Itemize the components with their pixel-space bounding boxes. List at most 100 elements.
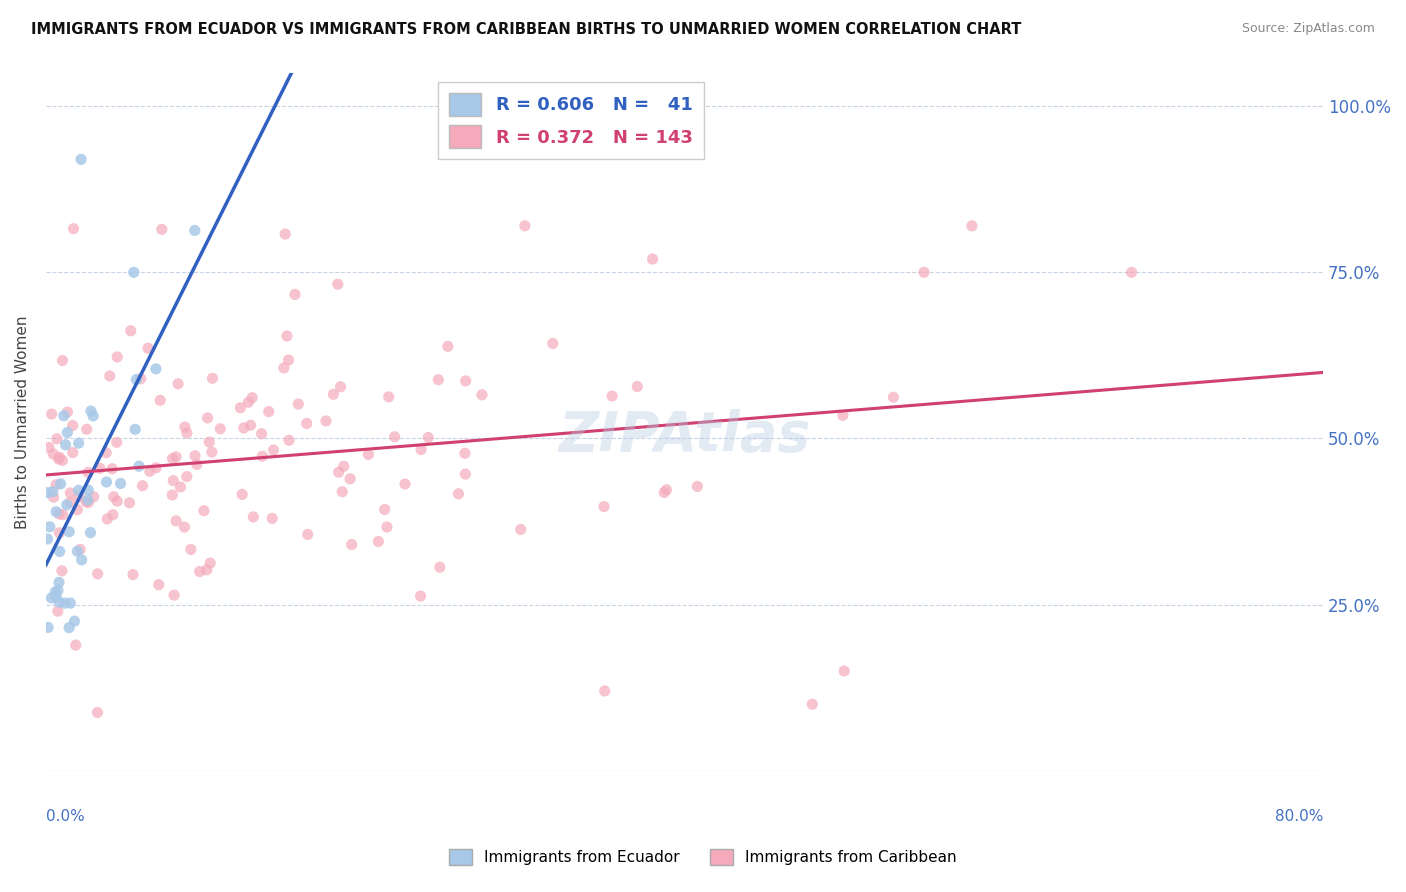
Point bbox=[329, 380, 352, 394]
Point bbox=[165, 514, 187, 528]
Point bbox=[263, 443, 285, 458]
Point bbox=[62, 418, 84, 433]
Point bbox=[262, 511, 284, 525]
Point bbox=[44, 585, 66, 599]
Point bbox=[882, 390, 904, 404]
Point bbox=[42, 447, 65, 461]
Point bbox=[287, 397, 309, 411]
Point bbox=[652, 485, 675, 500]
Point bbox=[86, 566, 108, 581]
Point bbox=[38, 441, 60, 455]
Point bbox=[277, 353, 299, 368]
Point bbox=[197, 410, 219, 425]
Point bbox=[184, 449, 207, 463]
Point bbox=[77, 495, 100, 509]
Point bbox=[56, 425, 79, 440]
Point bbox=[66, 502, 89, 516]
Point bbox=[48, 595, 70, 609]
Point bbox=[45, 589, 67, 603]
Y-axis label: Births to Unmarried Women: Births to Unmarried Women bbox=[15, 315, 30, 529]
Point bbox=[188, 565, 211, 579]
Point bbox=[232, 421, 254, 435]
Point bbox=[173, 420, 195, 434]
Point bbox=[377, 390, 399, 404]
Point bbox=[198, 435, 221, 450]
Point bbox=[209, 422, 232, 436]
Point bbox=[273, 360, 295, 375]
Point bbox=[340, 537, 363, 551]
Point bbox=[48, 525, 70, 540]
Point bbox=[186, 458, 208, 472]
Point bbox=[80, 404, 103, 418]
Point bbox=[162, 451, 184, 466]
Point bbox=[832, 664, 855, 678]
Point bbox=[284, 287, 307, 301]
Point bbox=[176, 469, 198, 483]
Point bbox=[686, 479, 709, 493]
Point bbox=[101, 462, 124, 476]
Point bbox=[98, 369, 121, 384]
Point bbox=[46, 604, 69, 618]
Point bbox=[374, 502, 396, 516]
Point bbox=[82, 409, 104, 423]
Point bbox=[52, 508, 75, 522]
Point bbox=[831, 409, 853, 423]
Point bbox=[55, 438, 77, 452]
Point bbox=[128, 459, 150, 474]
Point bbox=[437, 339, 460, 353]
Point bbox=[48, 575, 70, 590]
Text: 80.0%: 80.0% bbox=[1275, 809, 1323, 824]
Point bbox=[48, 450, 70, 465]
Point bbox=[250, 426, 273, 441]
Point bbox=[201, 445, 224, 459]
Point bbox=[42, 484, 65, 499]
Point bbox=[96, 512, 118, 526]
Text: ZIPAtlas: ZIPAtlas bbox=[558, 409, 811, 463]
Point bbox=[59, 495, 82, 509]
Point bbox=[37, 532, 59, 546]
Point bbox=[42, 490, 65, 504]
Point bbox=[41, 407, 63, 421]
Point bbox=[454, 374, 477, 388]
Point bbox=[56, 405, 79, 419]
Point bbox=[195, 563, 218, 577]
Point bbox=[79, 525, 101, 540]
Legend: R = 0.606   N =   41, R = 0.372   N = 143: R = 0.606 N = 41, R = 0.372 N = 143 bbox=[439, 82, 703, 159]
Point bbox=[45, 477, 67, 491]
Point bbox=[66, 544, 89, 558]
Point bbox=[163, 588, 186, 602]
Point bbox=[149, 393, 172, 408]
Point bbox=[330, 484, 353, 499]
Point bbox=[278, 434, 301, 448]
Point bbox=[252, 449, 274, 463]
Point bbox=[118, 496, 141, 510]
Point bbox=[471, 388, 494, 402]
Point bbox=[62, 221, 84, 235]
Point bbox=[231, 487, 253, 501]
Point bbox=[38, 520, 60, 534]
Point bbox=[150, 222, 173, 236]
Point bbox=[69, 542, 91, 557]
Point bbox=[41, 591, 63, 605]
Point bbox=[51, 353, 73, 368]
Point bbox=[125, 372, 148, 386]
Point bbox=[239, 418, 262, 433]
Point bbox=[184, 223, 207, 237]
Point bbox=[70, 153, 93, 167]
Point bbox=[75, 494, 97, 508]
Text: IMMIGRANTS FROM ECUADOR VS IMMIGRANTS FROM CARIBBEAN BIRTHS TO UNMARRIED WOMEN C: IMMIGRANTS FROM ECUADOR VS IMMIGRANTS FR… bbox=[31, 22, 1021, 37]
Point bbox=[124, 422, 146, 436]
Point bbox=[48, 452, 70, 467]
Point bbox=[394, 477, 416, 491]
Point bbox=[409, 589, 432, 603]
Point bbox=[454, 446, 477, 460]
Point bbox=[62, 445, 84, 459]
Point bbox=[101, 508, 124, 522]
Point bbox=[375, 520, 398, 534]
Point bbox=[339, 472, 361, 486]
Point bbox=[454, 467, 477, 481]
Point bbox=[257, 404, 280, 418]
Point bbox=[326, 277, 349, 292]
Point bbox=[593, 500, 616, 514]
Point bbox=[541, 336, 564, 351]
